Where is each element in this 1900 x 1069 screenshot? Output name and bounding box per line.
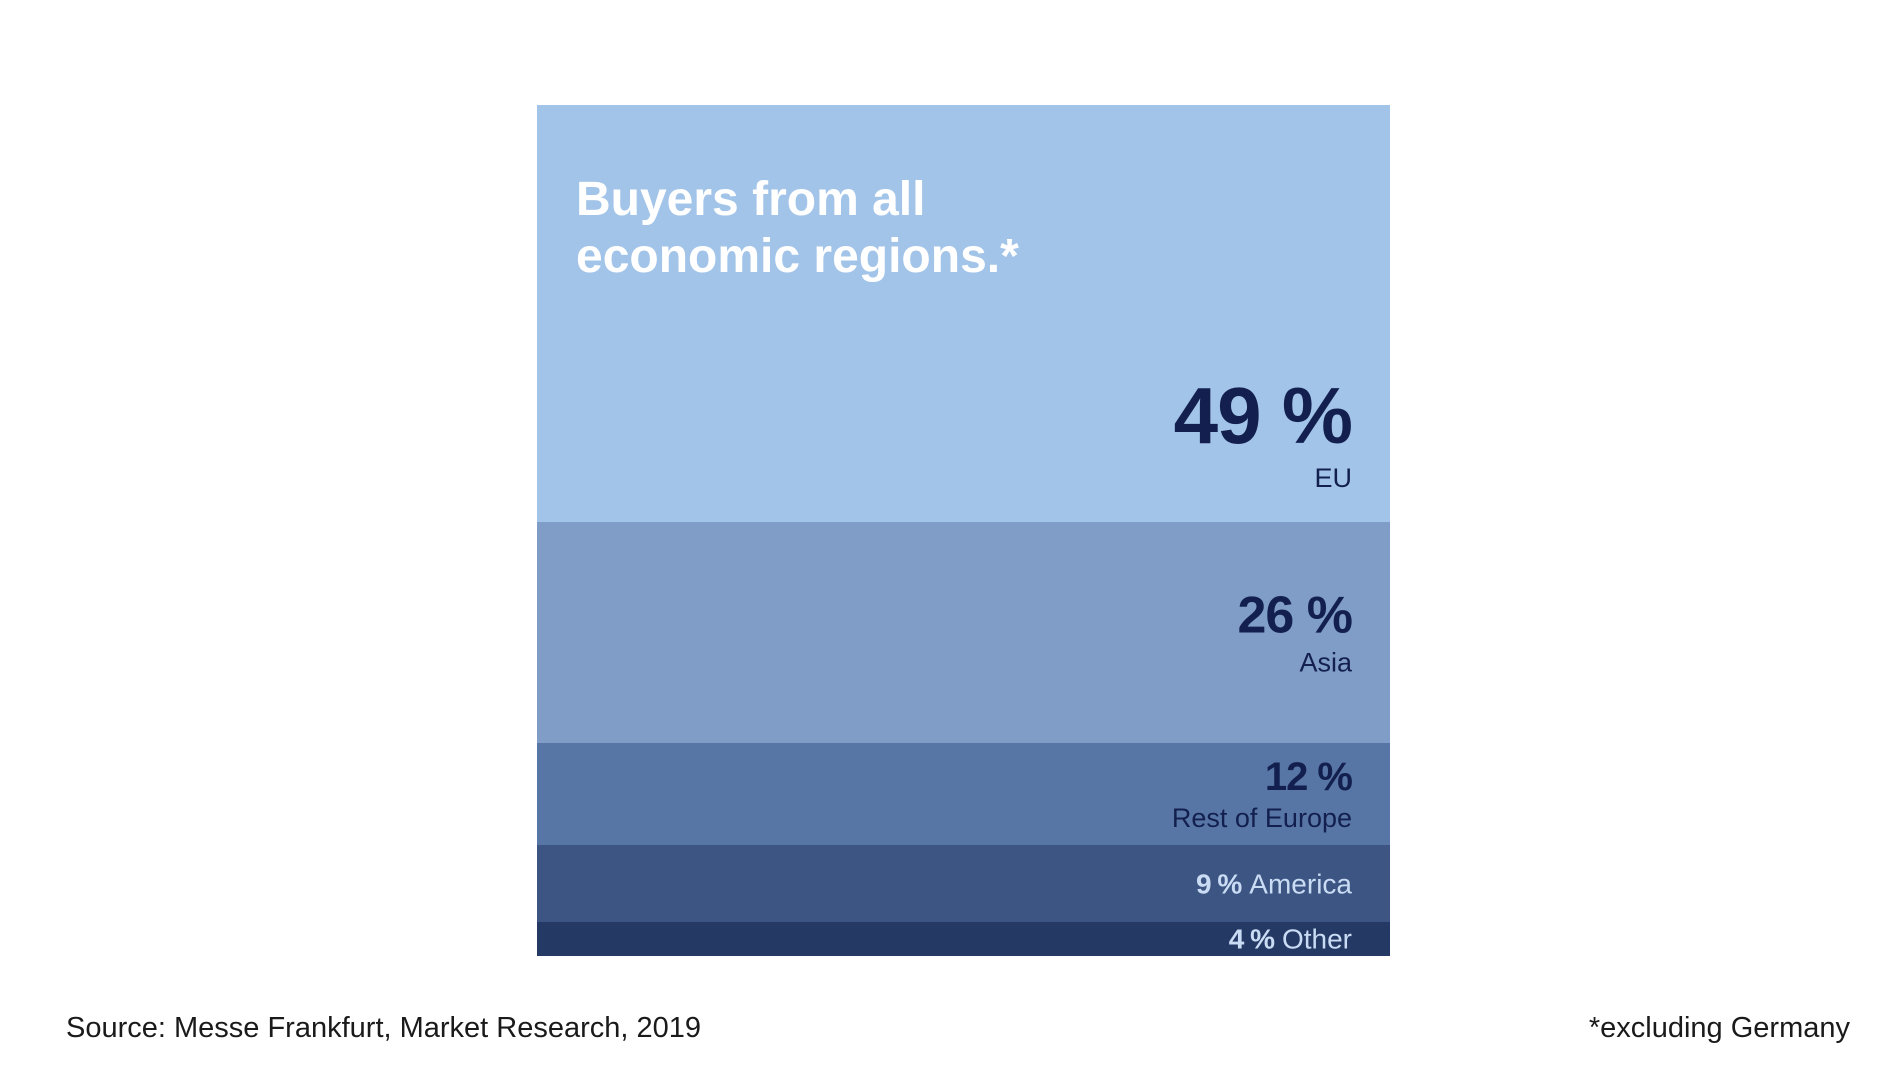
- segment-value: 26 %: [1237, 586, 1353, 645]
- segment-region: Asia: [1299, 647, 1352, 678]
- segment-label: 12 % Rest of Europe: [1171, 754, 1353, 833]
- segment-value: 4 %: [1228, 923, 1275, 955]
- footnote: *excluding Germany: [1588, 1012, 1850, 1044]
- segment-value: 49 %: [1173, 370, 1353, 460]
- chart-title: Buyers from all economic regions.*: [576, 173, 1019, 283]
- segment-america: 9 % America: [537, 845, 1390, 922]
- segment-region: America: [1249, 867, 1352, 899]
- segment-value: 12 %: [1264, 754, 1353, 799]
- segment-label: 4 % Other: [1229, 924, 1352, 953]
- segment-region: Other: [1281, 923, 1352, 955]
- segment-region: Rest of Europe: [1171, 802, 1352, 833]
- segment-other: 4 % Other: [537, 922, 1390, 956]
- source-note: Source: Messe Frankfurt, Market Research…: [66, 1012, 702, 1044]
- segment-region: EU: [1314, 462, 1352, 493]
- segment-asia: 26 % Asia: [537, 522, 1390, 743]
- segment-value: 9 %: [1196, 867, 1242, 899]
- stacked-bar-chart: 4 % Other 9 % America 12 % Rest of Europe 26 %…: [537, 105, 1390, 956]
- segment-label: 26 % Asia: [1237, 586, 1353, 678]
- segment-label: 49 % EU: [1173, 370, 1353, 493]
- segment-rest-of-europe: 12 % Rest of Europe: [537, 743, 1390, 845]
- segment-eu: 49 % EU: [537, 105, 1390, 522]
- segment-label: 9 % America: [1196, 869, 1352, 898]
